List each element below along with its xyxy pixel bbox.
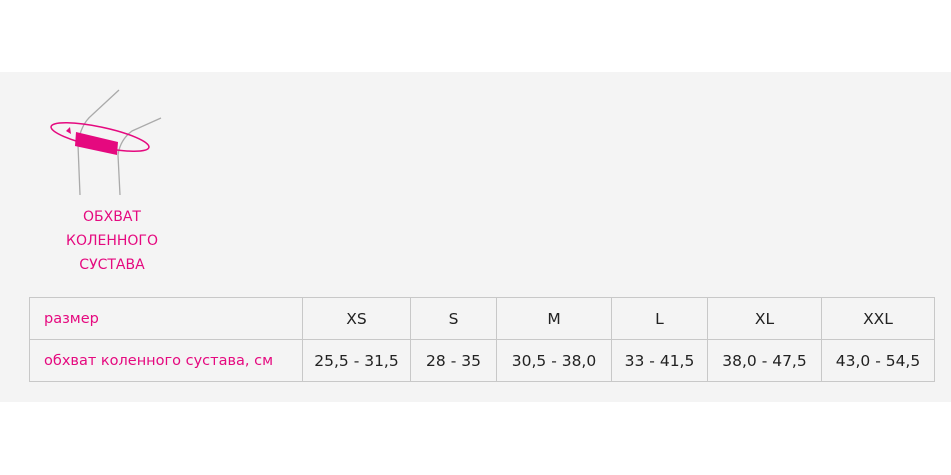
- illustration-caption: ОБХВАТ КОЛЕННОГО СУСТАВА: [42, 205, 182, 277]
- size-cell: S: [410, 297, 497, 340]
- value-cell: 33 - 41,5: [611, 339, 708, 382]
- size-table: размер XS S M L XL XXL обхват коленного …: [29, 297, 935, 382]
- caption-line: КОЛЕННОГО: [66, 233, 158, 249]
- value-cell: 28 - 35: [410, 339, 497, 382]
- row-label: обхват коленного сустава, см: [29, 339, 303, 382]
- knee-measure-icon: [50, 89, 162, 195]
- row-label: размер: [29, 297, 303, 340]
- size-cell: L: [611, 297, 708, 340]
- value-cell: 43,0 - 54,5: [821, 339, 935, 382]
- size-cell: XXL: [821, 297, 935, 340]
- caption-line: ОБХВАТ: [83, 209, 141, 225]
- size-cell: XS: [302, 297, 411, 340]
- value-cell: 30,5 - 38,0: [496, 339, 612, 382]
- size-cell: M: [496, 297, 612, 340]
- caption-line: СУСТАВА: [79, 257, 145, 273]
- size-cell: XL: [707, 297, 822, 340]
- table-row: размер XS S M L XL XXL: [29, 297, 935, 340]
- value-cell: 38,0 - 47,5: [707, 339, 822, 382]
- value-cell: 25,5 - 31,5: [302, 339, 411, 382]
- table-row: обхват коленного сустава, см 25,5 - 31,5…: [29, 339, 935, 382]
